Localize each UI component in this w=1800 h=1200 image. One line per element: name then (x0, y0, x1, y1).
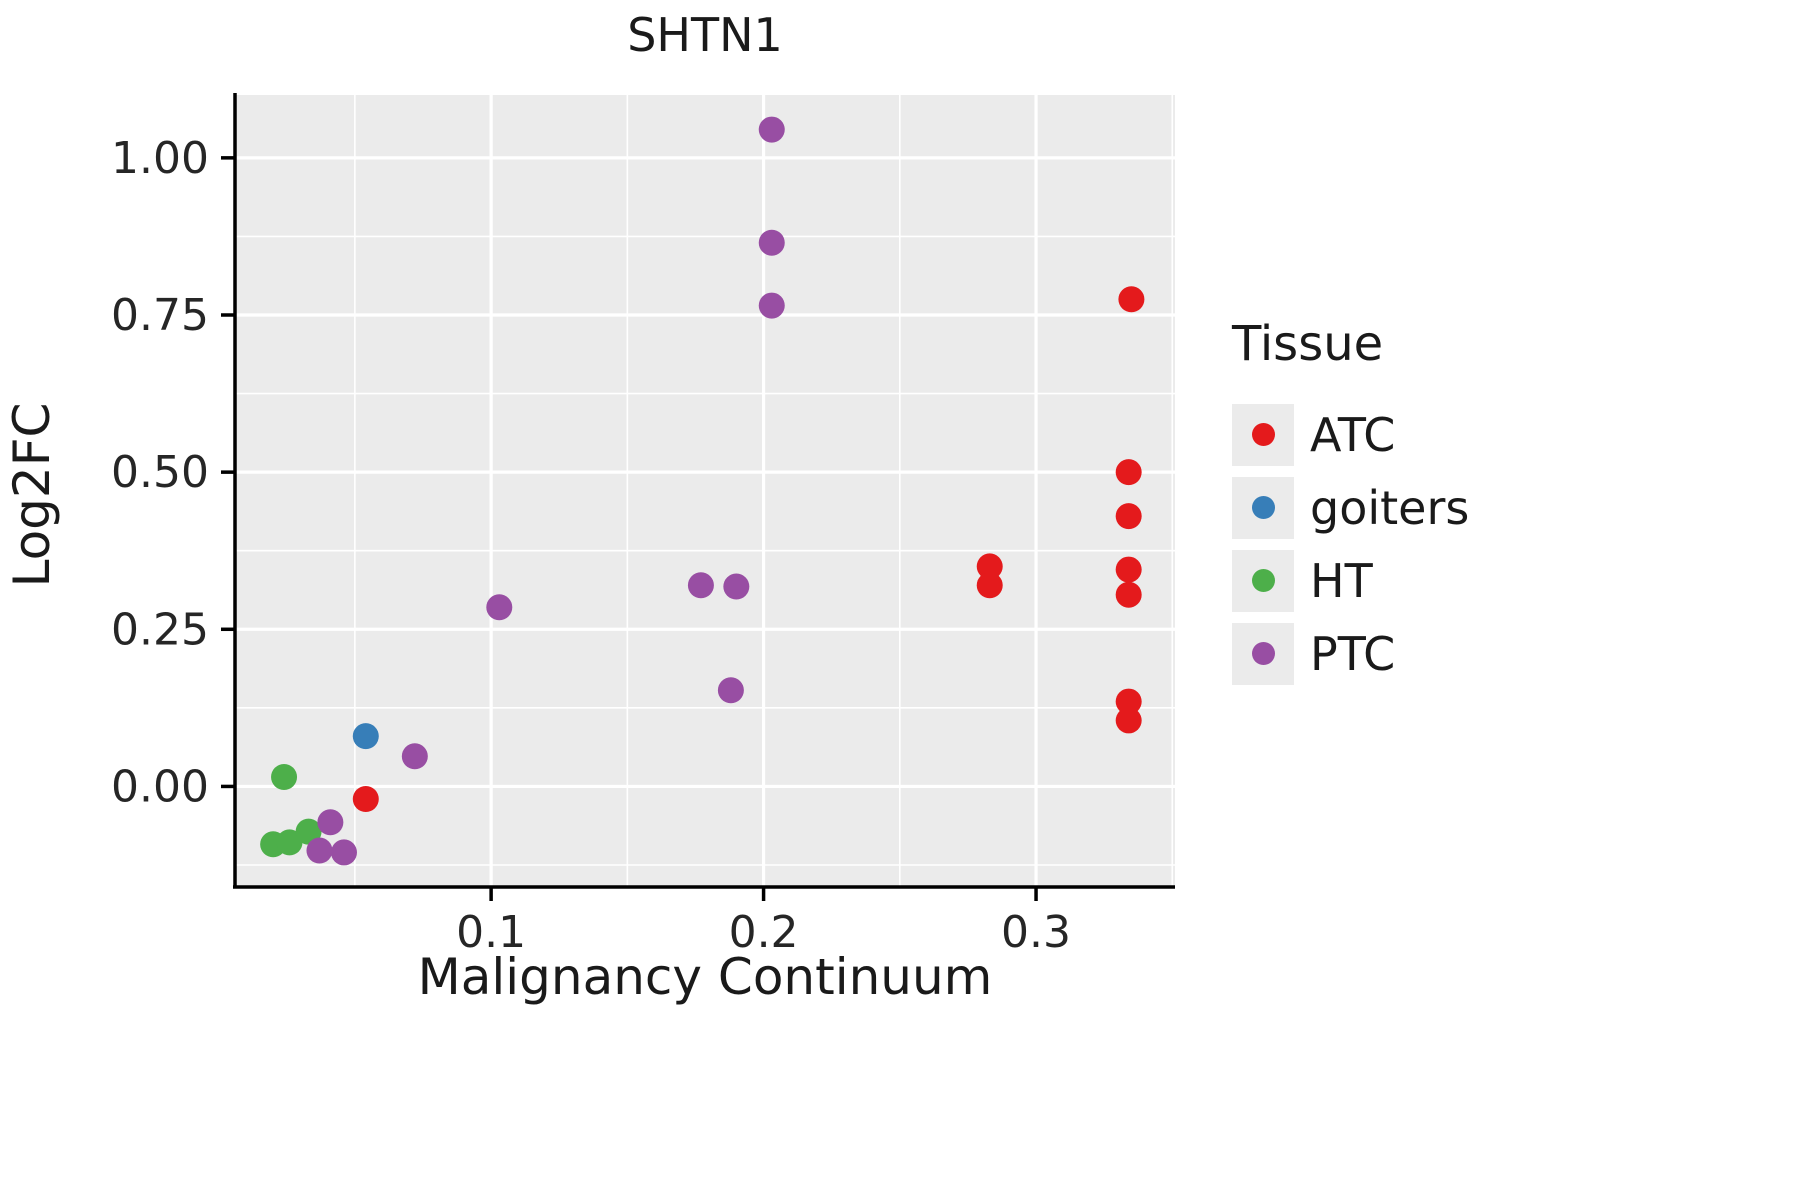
data-point-ATC (1115, 459, 1142, 486)
data-point-PTC (758, 116, 785, 143)
legend-key (1232, 622, 1294, 685)
legend-dot-ptc (1251, 642, 1275, 665)
data-point-PTC (330, 839, 357, 866)
data-point-ATC (1115, 688, 1142, 715)
legend-label: HT (1310, 553, 1373, 608)
legend-item-goiters: goiters (1232, 471, 1469, 544)
x-tick-label: 0.2 (729, 907, 799, 958)
legend-key (1232, 476, 1294, 539)
x-tick-label: 0.3 (1001, 907, 1071, 958)
x-axis-title: Malignancy Continuum (417, 948, 993, 1006)
y-tick-label: 1.00 (111, 133, 209, 184)
data-point-HT (271, 764, 298, 790)
x-tick-label: 0.1 (456, 907, 526, 958)
legend-label: ATC (1310, 407, 1396, 462)
data-point-PTC (717, 677, 744, 704)
data-point-ATC (976, 572, 1003, 599)
legend-title: Tissue (1232, 316, 1384, 372)
y-tick-label: 0.50 (111, 447, 209, 498)
y-tick-label: 0.75 (111, 290, 209, 341)
legend-item-atc: ATC (1232, 398, 1469, 471)
data-point-ATC (1115, 503, 1142, 530)
legend-label: goiters (1310, 480, 1470, 535)
data-point-ATC (1115, 581, 1142, 608)
data-point-PTC (306, 837, 333, 864)
data-point-PTC (723, 573, 750, 600)
legend-key (1232, 549, 1294, 612)
legend-dot-ht (1251, 569, 1275, 592)
y-tick-label: 0.25 (111, 604, 209, 655)
data-point-PTC (317, 809, 344, 836)
chart-title: SHTN1 (627, 8, 783, 62)
data-point-HT (276, 829, 303, 856)
data-point-goiters (352, 723, 379, 750)
legend-items: ATC goiters HT PTC (1232, 398, 1469, 690)
legend-label: PTC (1310, 626, 1396, 681)
legend-item-ptc: PTC (1232, 617, 1469, 690)
data-point-ATC (1115, 707, 1142, 734)
y-axis-title: Log2FC (3, 402, 61, 588)
data-point-ATC (1115, 556, 1142, 583)
legend-item-ht: HT (1232, 544, 1469, 617)
data-point-HT (295, 818, 322, 845)
data-point-PTC (486, 594, 513, 621)
legend: Tissue ATC goiters HT (1232, 316, 1469, 690)
y-tick-label: 0.00 (111, 761, 209, 812)
data-point-ATC (1118, 286, 1145, 313)
data-point-ATC (976, 553, 1003, 580)
data-point-ATC (352, 786, 379, 812)
legend-dot-goiters (1251, 496, 1275, 519)
data-point-PTC (758, 229, 785, 256)
legend-key (1232, 403, 1294, 466)
data-point-PTC (758, 292, 785, 319)
data-point-PTC (687, 572, 714, 599)
legend-dot-atc (1251, 423, 1275, 446)
panel-background (235, 95, 1175, 887)
data-point-PTC (401, 743, 428, 770)
